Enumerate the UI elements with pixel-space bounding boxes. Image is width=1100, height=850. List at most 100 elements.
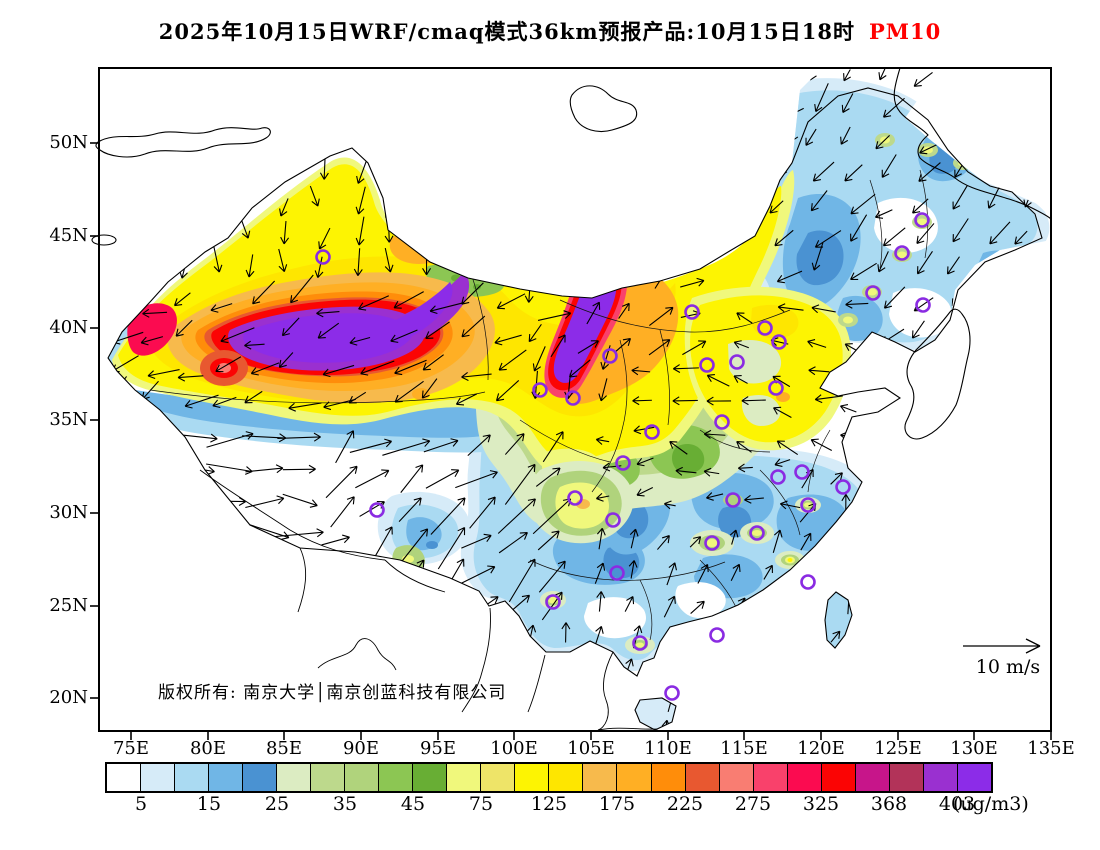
- colorbar-cell: [582, 764, 617, 791]
- colorbar-cell: [922, 764, 957, 791]
- station-marker: [704, 535, 720, 551]
- colorbar-cell: [820, 764, 855, 791]
- lon-tick-label: 120E: [797, 738, 845, 759]
- colorbar-cell: [480, 764, 515, 791]
- colorbar-cell: [344, 764, 379, 791]
- station-marker: [770, 469, 786, 485]
- station-marker: [369, 502, 385, 518]
- station-marker: [632, 635, 648, 651]
- colorbar-tick-label: 175: [598, 793, 636, 815]
- lon-tick-label: 105E: [567, 738, 615, 759]
- lat-tick-label: 50N: [49, 132, 88, 153]
- colorbar-cell: [378, 764, 413, 791]
- colorbar-tick-label: 15: [196, 793, 222, 815]
- lon-tick-label: 75E: [112, 738, 150, 759]
- colorbar-tick-label: 368: [870, 793, 908, 815]
- colorbar-cell: [718, 764, 753, 791]
- station-marker: [605, 512, 621, 528]
- station-marker: [709, 627, 725, 643]
- station-marker: [567, 490, 583, 506]
- colorbar-cell: [174, 764, 209, 791]
- lon-tick-label: 130E: [950, 738, 998, 759]
- colorbar-tick-label: 35: [332, 793, 358, 815]
- title-text: 2025年10月15日WRF/cmaq模式36km预报产品:10月15日18时: [158, 19, 855, 44]
- station-marker: [757, 320, 773, 336]
- wind-scale-arrow: [963, 638, 1041, 654]
- station-marker: [771, 334, 787, 350]
- colorbar-cell: [208, 764, 243, 791]
- station-marker: [609, 565, 625, 581]
- colorbar-cell: [752, 764, 787, 791]
- lat-tick-label: 45N: [49, 225, 88, 246]
- page-title: 2025年10月15日WRF/cmaq模式36km预报产品:10月15日18时 P…: [0, 16, 1100, 46]
- station-marker: [729, 354, 745, 370]
- station-marker: [914, 212, 930, 228]
- station-marker: [794, 464, 810, 480]
- colorbar-cell: [888, 764, 923, 791]
- colorbar-tick-label: 403: [938, 793, 976, 815]
- station-marker: [699, 357, 715, 373]
- copyright-text: 版权所有: 南京大学│南京创蓝科技有限公司: [158, 683, 507, 703]
- coastlines-borders: [91, 67, 1052, 731]
- lat-tick-label: 30N: [49, 502, 88, 523]
- colorbar-cell: [107, 764, 141, 791]
- station-marker: [532, 382, 548, 398]
- colorbar-tick-label: 5: [134, 793, 148, 815]
- station-marker: [800, 497, 816, 513]
- pollutant-label: PM10: [868, 19, 942, 44]
- station-markers: [315, 212, 931, 701]
- colorbar-cell: [956, 764, 991, 791]
- station-marker: [915, 297, 931, 313]
- colorbar-cell: [854, 764, 889, 791]
- lon-tick-label: 135E: [1027, 738, 1075, 759]
- south-asia-borders: [199, 469, 659, 731]
- lon-tick-label: 80E: [189, 738, 227, 759]
- colorbar-cell: [276, 764, 311, 791]
- colorbar: [105, 762, 993, 793]
- station-marker: [644, 424, 660, 440]
- station-marker: [615, 455, 631, 471]
- colorbar-tick-label: 225: [666, 793, 704, 815]
- colorbar-cell: [446, 764, 481, 791]
- station-marker: [725, 492, 741, 508]
- station-marker: [749, 525, 765, 541]
- lon-tick-label: 110E: [644, 738, 692, 759]
- colorbar-unit: (ug/m3): [953, 793, 1029, 815]
- lake-baikal: [569, 85, 638, 133]
- colorbar-tick-label: 45: [400, 793, 426, 815]
- lat-tick-label: 25N: [49, 595, 88, 616]
- colorbar-tick-label: 275: [734, 793, 772, 815]
- lon-tick-label: 125E: [874, 738, 922, 759]
- station-marker: [768, 380, 784, 396]
- lat-tick-label: 40N: [49, 317, 88, 338]
- station-marker: [664, 685, 680, 701]
- station-marker: [894, 245, 910, 261]
- lon-tick-label: 115E: [720, 738, 768, 759]
- station-marker: [835, 479, 851, 495]
- colorbar-tick-label: 75: [468, 793, 494, 815]
- colorbar-cell: [514, 764, 549, 791]
- lon-tick-label: 100E: [490, 738, 538, 759]
- station-marker: [602, 348, 618, 364]
- map-frame: [98, 67, 1052, 732]
- axis-ticks: [90, 142, 1052, 740]
- lat-tick-label: 35N: [49, 409, 88, 430]
- lon-tick-label: 95E: [419, 738, 457, 759]
- colorbar-cell: [786, 764, 821, 791]
- lon-tick-label: 90E: [342, 738, 380, 759]
- lake-balkhash: [95, 127, 271, 158]
- colorbar-tick-label: 25: [264, 793, 290, 815]
- colorbar-cell: [684, 764, 719, 791]
- colorbar-cell: [650, 764, 685, 791]
- colorbar-cell: [310, 764, 345, 791]
- station-marker: [714, 414, 730, 430]
- wind-scale-label: 10 m/s: [975, 656, 1041, 678]
- station-marker: [315, 249, 331, 265]
- colorbar-cell: [548, 764, 583, 791]
- station-marker: [865, 285, 881, 301]
- station-marker: [800, 574, 816, 590]
- station-marker: [545, 594, 561, 610]
- pm10-concentration-field: [108, 68, 1051, 730]
